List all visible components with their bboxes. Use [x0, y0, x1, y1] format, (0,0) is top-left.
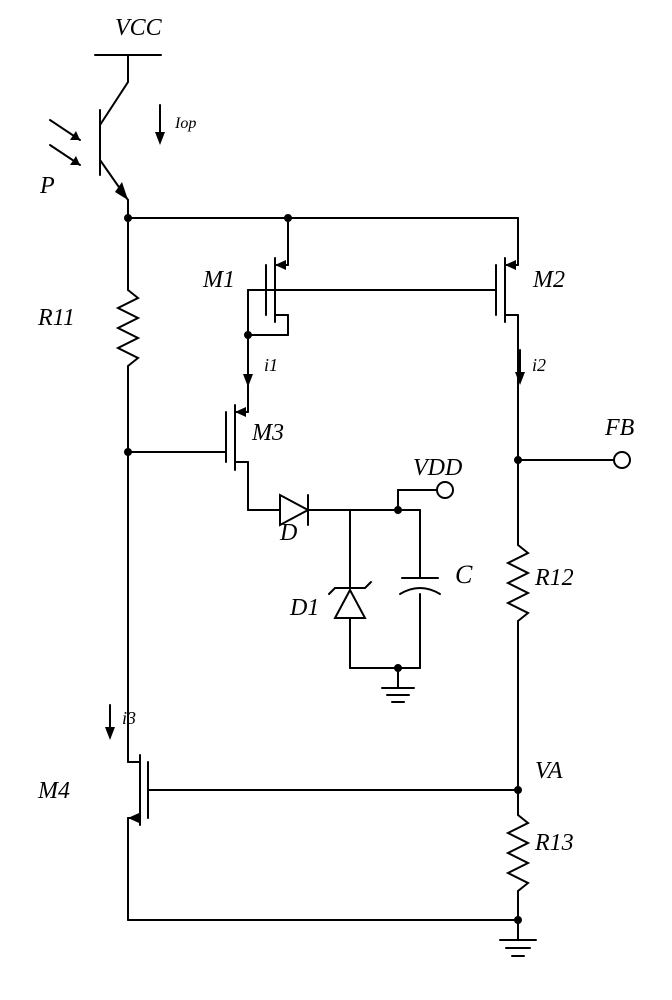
i2-arrow [515, 350, 525, 385]
diode-d1 [329, 560, 371, 668]
label-d1: D1 [290, 595, 319, 622]
label-r12: R12 [535, 565, 574, 592]
fb-terminal [614, 452, 630, 468]
transistor-m3 [128, 405, 248, 500]
resistor-r13 [508, 815, 528, 891]
label-m1: M1 [203, 267, 235, 294]
capacitor-c [400, 578, 440, 594]
label-vdd: VDD [413, 455, 462, 482]
label-i1: i1 [264, 355, 278, 376]
label-i3: i3 [122, 708, 136, 729]
vdd-terminal [437, 482, 453, 498]
label-va: VA [535, 758, 563, 785]
label-iop: Iop [175, 115, 196, 133]
label-fb: FB [605, 415, 634, 442]
phototransistor-p [50, 82, 128, 200]
transistor-m1 [248, 218, 288, 335]
ground-mid [382, 688, 414, 702]
label-d: D [280, 520, 297, 547]
label-r13: R13 [535, 830, 574, 857]
label-p: P [40, 173, 55, 200]
label-m2: M2 [533, 267, 565, 294]
label-r11: R11 [38, 305, 75, 332]
resistor-r11 [118, 290, 138, 366]
resistor-r12 [508, 545, 528, 621]
ground-bottom [500, 940, 536, 956]
label-c: C [455, 560, 472, 590]
iop-arrow [155, 105, 165, 145]
label-vcc: VCC [115, 15, 162, 42]
label-i2: i2 [532, 355, 546, 376]
label-m4: M4 [38, 778, 70, 805]
i3-arrow [105, 705, 115, 740]
transistor-m4 [128, 755, 148, 920]
transistor-m2 [478, 218, 518, 335]
node-dc-bottom [395, 665, 401, 671]
label-m3: M3 [252, 420, 284, 447]
